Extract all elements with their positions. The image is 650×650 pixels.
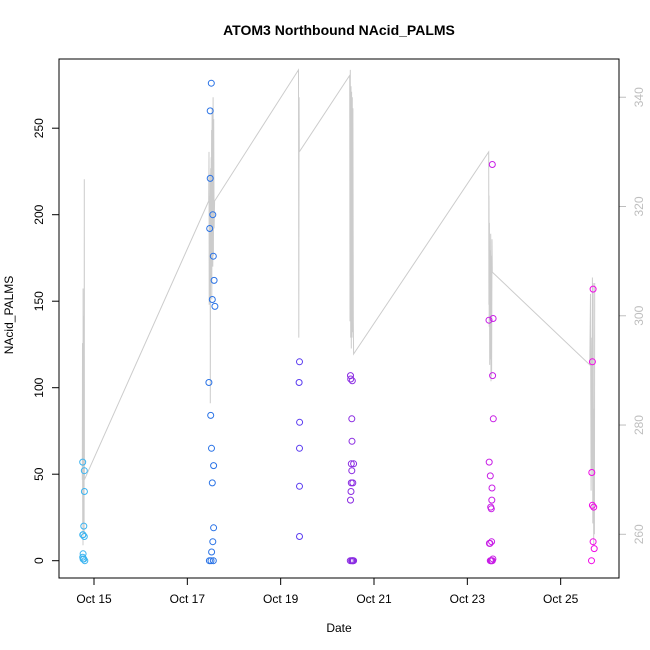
data-point	[80, 555, 88, 563]
data-point	[296, 533, 303, 540]
y2-tick-label: 340	[632, 87, 646, 107]
data-point	[295, 379, 303, 386]
data-point	[207, 557, 215, 565]
data-point	[296, 358, 303, 366]
data-point	[208, 444, 215, 452]
y-tick-label: 50	[32, 467, 46, 481]
data-point	[348, 415, 356, 423]
data-point	[588, 557, 595, 565]
data-point	[350, 460, 358, 468]
data-point	[485, 316, 493, 324]
x-tick-label: Oct 23	[450, 592, 486, 606]
data-point	[209, 211, 217, 219]
data-point	[590, 503, 598, 511]
y-tick-label: 0	[32, 557, 46, 564]
data-point	[80, 522, 88, 530]
chart-title: ATOM3 Northbound NAcid_PALMS	[223, 22, 455, 38]
data-point	[209, 538, 217, 546]
data-point	[205, 379, 213, 386]
data-point	[348, 467, 356, 475]
data-point	[486, 472, 494, 480]
data-point	[588, 501, 596, 509]
data-point	[207, 79, 215, 87]
y2-tick-label: 300	[632, 305, 646, 325]
secondary-series-line	[81, 68, 596, 546]
data-point	[206, 174, 214, 182]
data-point	[486, 539, 494, 547]
y-tick-label: 200	[32, 204, 46, 224]
data-point	[210, 276, 218, 284]
series-line	[81, 68, 596, 546]
data-point	[489, 415, 497, 423]
data-point	[488, 538, 496, 546]
data-point	[588, 469, 596, 476]
data-point	[296, 482, 303, 490]
data-point	[347, 488, 355, 495]
data-point	[588, 358, 596, 366]
data-point	[590, 545, 598, 553]
data-point	[350, 557, 358, 565]
data-point	[488, 496, 496, 504]
x-axis-label: Date	[326, 621, 352, 635]
y-tick-label: 100	[32, 377, 46, 397]
y2-tick-label: 320	[632, 196, 646, 216]
plot-frame	[58, 58, 620, 579]
data-point	[208, 479, 216, 487]
data-point	[206, 225, 214, 232]
data-point	[79, 458, 87, 466]
data-point	[208, 548, 216, 556]
data-point	[80, 533, 88, 540]
data-point	[208, 296, 216, 303]
axes: Oct 15 Oct 17 Oct 19 Oct 21 Oct 23 Oct 25 0 50 1…	[32, 87, 646, 606]
data-point	[79, 550, 87, 558]
data-point	[489, 555, 497, 563]
data-point	[488, 161, 496, 168]
y-tick-label: 250	[32, 118, 46, 138]
data-point	[589, 538, 597, 546]
data-point	[80, 488, 88, 495]
data-point	[348, 377, 356, 385]
data-point	[211, 302, 219, 310]
y-tick-label: 150	[32, 291, 46, 311]
data-point	[487, 505, 495, 513]
data-point	[489, 372, 497, 380]
data-point	[207, 411, 215, 419]
data-point	[80, 467, 88, 475]
data-point	[489, 315, 497, 322]
data-point	[296, 418, 304, 426]
data-point	[210, 524, 218, 532]
data-point	[347, 496, 354, 504]
data-point	[210, 462, 218, 470]
data-point	[347, 460, 355, 468]
data-point	[589, 285, 597, 293]
y2-tick-label: 260	[632, 524, 646, 544]
y2-tick-label: 280	[632, 415, 646, 435]
data-point	[206, 107, 214, 115]
x-tick-label: Oct 25	[543, 592, 579, 606]
data-point	[349, 479, 357, 487]
data-point	[485, 458, 493, 466]
x-tick-label: Oct 17	[170, 592, 206, 606]
data-point	[347, 375, 355, 383]
data-point	[209, 252, 217, 260]
x-tick-label: Oct 15	[76, 592, 112, 606]
data-point	[81, 557, 89, 565]
data-point	[296, 444, 303, 452]
data-point	[348, 437, 356, 445]
x-tick-label: Oct 21	[356, 592, 392, 606]
x-tick-label: Oct 19	[263, 592, 299, 606]
data-points	[79, 79, 598, 565]
data-point	[79, 531, 87, 539]
data-point	[488, 484, 496, 492]
data-point	[209, 557, 217, 565]
y-axis-label: NAcid_PALMS	[2, 276, 16, 354]
